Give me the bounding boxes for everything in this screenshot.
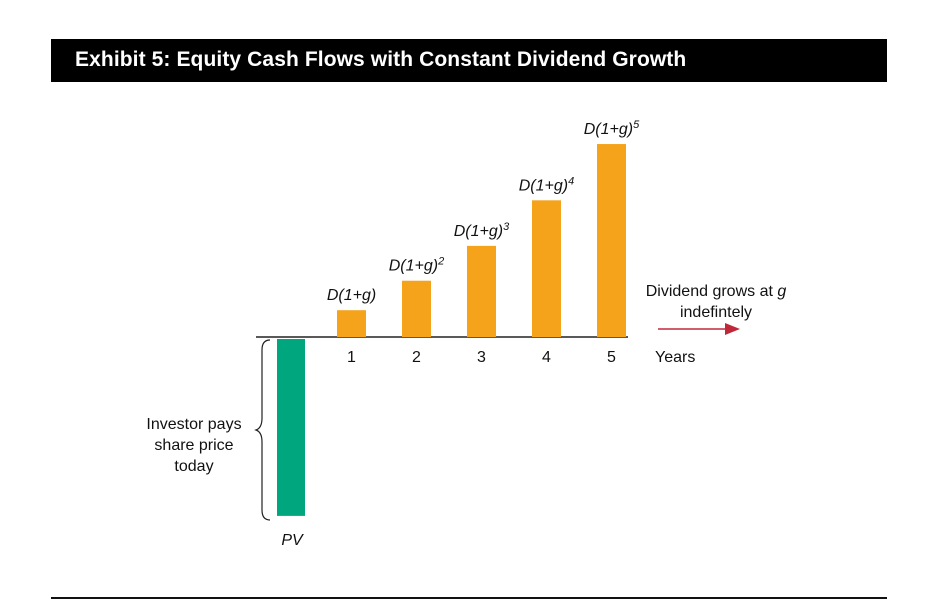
dividend-bar-year-5 — [597, 144, 626, 337]
year-tick-4: 4 — [542, 349, 551, 366]
growth-annotation-line2: indefintely — [680, 304, 752, 321]
investor-text-3: today — [174, 458, 213, 475]
dividend-label-year-5: D(1+g)5 — [584, 119, 640, 138]
investor-text-2: share price — [154, 437, 233, 454]
dividend-label-year-4: D(1+g)4 — [519, 175, 574, 194]
growth-annotation-line1: Dividend grows at g — [646, 283, 787, 300]
dividend-label-year-1: D(1+g) — [327, 287, 376, 304]
year-tick-5: 5 — [607, 349, 616, 366]
dividend-label-year-3: D(1+g)3 — [454, 221, 510, 240]
pv-label: PV — [281, 532, 304, 549]
dividend-bar-year-1 — [337, 310, 366, 337]
pv-bar — [277, 339, 305, 516]
year-tick-1: 1 — [347, 349, 356, 366]
dividend-label-year-2: D(1+g)2 — [389, 256, 444, 275]
dividend-bars — [337, 144, 626, 337]
dividend-bar-year-3 — [467, 245, 496, 337]
investor-text-1: Investor pays — [146, 416, 241, 433]
year-tick-2: 2 — [412, 349, 421, 366]
dividend-bar-year-2 — [402, 280, 431, 337]
dividend-bar-year-4 — [532, 200, 561, 337]
exhibit-title-bar: Exhibit 5: Equity Cash Flows with Consta… — [51, 39, 887, 82]
year-tick-3: 3 — [477, 349, 486, 366]
investor-brace — [254, 339, 271, 521]
year-tick-labels: 1 2 3 4 5 — [347, 349, 616, 366]
bottom-rule — [51, 597, 887, 599]
dividend-labels: D(1+g) D(1+g)2 D(1+g)3 D(1+g)4 D(1+g)5 — [327, 119, 640, 304]
years-axis-label: Years — [655, 349, 695, 366]
exhibit-title: Exhibit 5: Equity Cash Flows with Consta… — [75, 48, 687, 71]
